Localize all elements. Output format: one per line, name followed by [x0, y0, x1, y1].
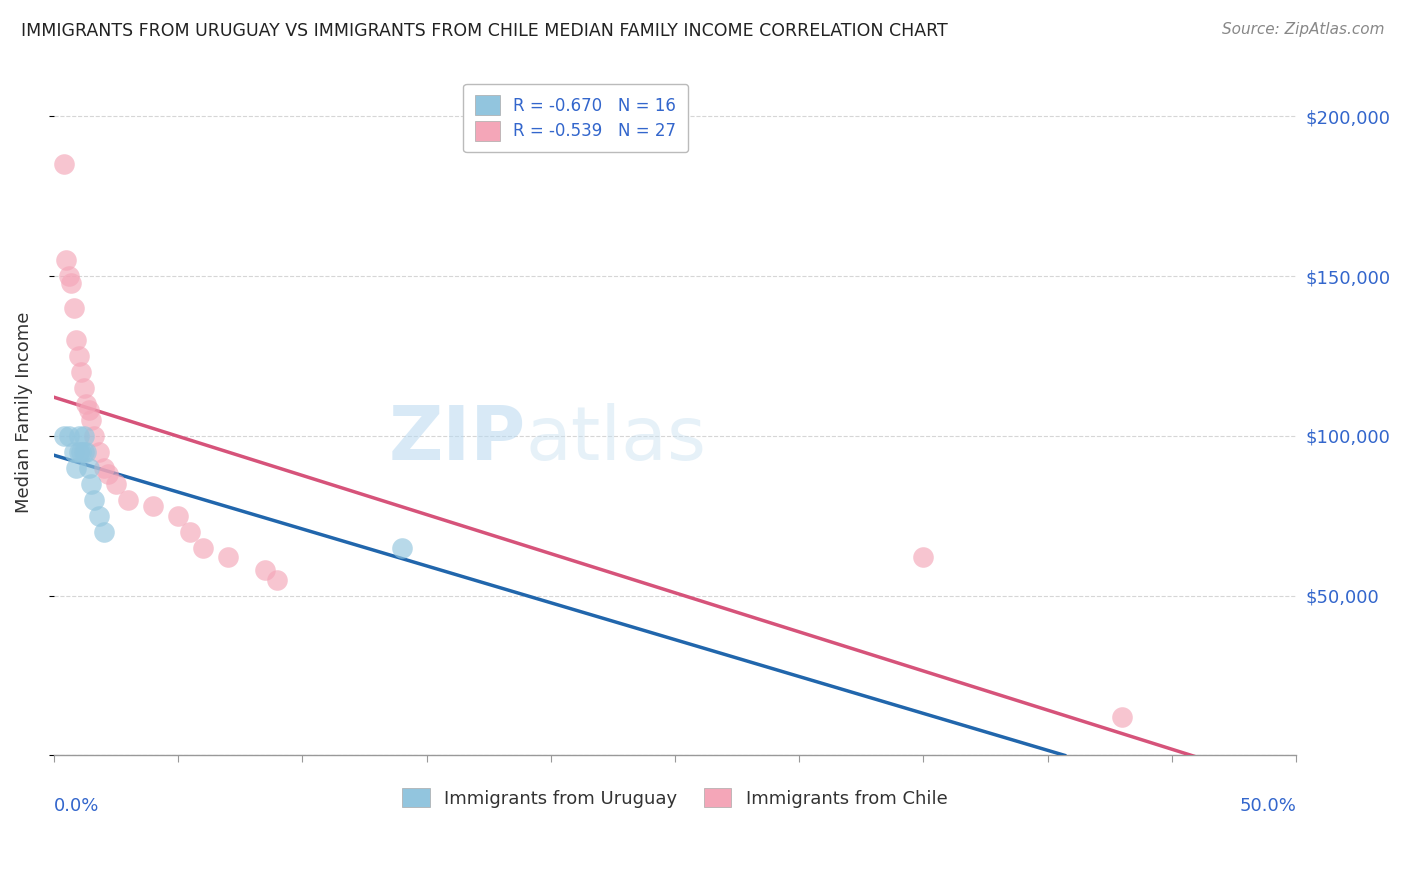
Text: atlas: atlas — [526, 403, 707, 476]
Point — [87, 445, 110, 459]
Point — [83, 492, 105, 507]
Point — [65, 460, 87, 475]
Point — [167, 508, 190, 523]
Point — [77, 403, 100, 417]
Point — [77, 460, 100, 475]
Point — [70, 365, 93, 379]
Point — [912, 550, 935, 565]
Point — [58, 429, 80, 443]
Point — [67, 445, 90, 459]
Point — [65, 333, 87, 347]
Point — [1111, 710, 1133, 724]
Point — [93, 524, 115, 539]
Point — [62, 301, 84, 315]
Point — [253, 563, 276, 577]
Point — [75, 445, 97, 459]
Point — [80, 476, 103, 491]
Point — [67, 349, 90, 363]
Point — [72, 445, 94, 459]
Text: 0.0%: 0.0% — [53, 797, 100, 814]
Point — [217, 550, 239, 565]
Point — [142, 499, 165, 513]
Point — [72, 429, 94, 443]
Point — [55, 253, 77, 268]
Point — [93, 460, 115, 475]
Point — [67, 429, 90, 443]
Point — [60, 276, 83, 290]
Text: ZIP: ZIP — [388, 403, 526, 476]
Point — [70, 445, 93, 459]
Point — [104, 476, 127, 491]
Point — [266, 573, 288, 587]
Text: 50.0%: 50.0% — [1239, 797, 1296, 814]
Point — [179, 524, 201, 539]
Point — [52, 157, 75, 171]
Point — [80, 413, 103, 427]
Point — [117, 492, 139, 507]
Text: Source: ZipAtlas.com: Source: ZipAtlas.com — [1222, 22, 1385, 37]
Point — [75, 397, 97, 411]
Point — [58, 269, 80, 284]
Point — [191, 541, 214, 555]
Point — [391, 541, 413, 555]
Y-axis label: Median Family Income: Median Family Income — [15, 311, 32, 513]
Point — [87, 508, 110, 523]
Point — [97, 467, 120, 482]
Legend: R = -0.670   N = 16, R = -0.539   N = 27: R = -0.670 N = 16, R = -0.539 N = 27 — [463, 84, 688, 153]
Text: IMMIGRANTS FROM URUGUAY VS IMMIGRANTS FROM CHILE MEDIAN FAMILY INCOME CORRELATIO: IMMIGRANTS FROM URUGUAY VS IMMIGRANTS FR… — [21, 22, 948, 40]
Point — [62, 445, 84, 459]
Point — [72, 381, 94, 395]
Point — [83, 429, 105, 443]
Point — [52, 429, 75, 443]
